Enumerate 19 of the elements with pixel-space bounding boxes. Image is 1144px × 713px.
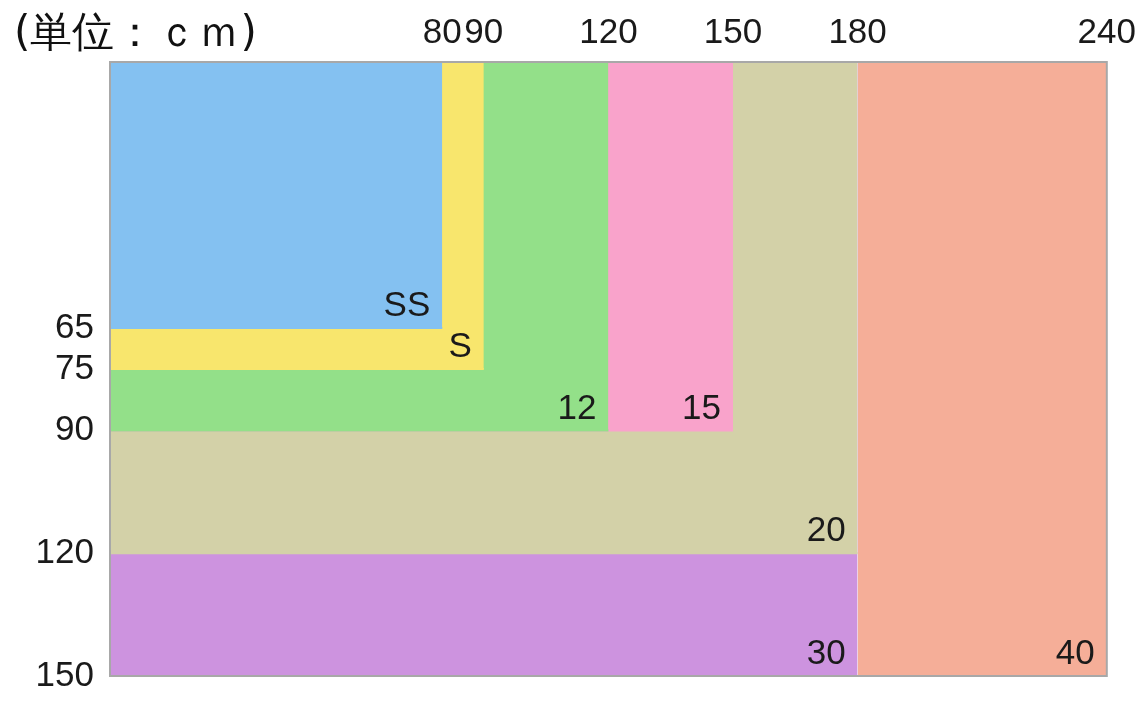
y-tick-label: 90 xyxy=(55,408,94,448)
chart-title: (単位：ｃｍ) xyxy=(14,6,257,58)
x-tick-label: 80 xyxy=(422,10,462,50)
y-tick-label: 120 xyxy=(35,530,94,570)
x-tick-label: 150 xyxy=(703,10,763,50)
x-tick-label: 120 xyxy=(579,10,638,50)
series-label: SS xyxy=(383,284,431,324)
y-tick-label: 75 xyxy=(55,346,94,386)
series-label: 15 xyxy=(682,386,721,426)
series-label: 30 xyxy=(806,632,846,672)
x-tick-label: 240 xyxy=(1077,10,1137,50)
series-label: 12 xyxy=(557,386,597,426)
x-tick-label: 180 xyxy=(828,10,887,50)
series-label: 20 xyxy=(806,509,846,549)
y-tick-label: 150 xyxy=(35,653,94,693)
series-label: S xyxy=(448,325,472,365)
y-tick-label: 65 xyxy=(55,305,94,345)
x-tick-label: 90 xyxy=(464,10,504,50)
series-label: 40 xyxy=(1055,632,1095,672)
